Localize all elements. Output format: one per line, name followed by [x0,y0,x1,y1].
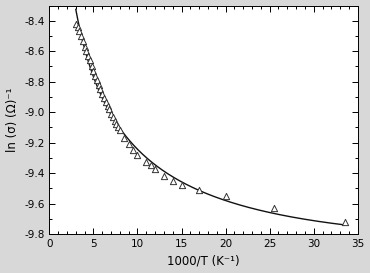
Point [85,54,91,58]
Point [90,69,96,73]
Point [105,104,111,108]
Point [106,107,112,111]
Point [143,160,149,165]
Point [271,206,277,210]
Point [99,92,105,96]
Point [121,136,127,140]
Point [110,115,116,119]
Point [83,49,89,54]
Point [80,38,86,43]
Point [135,153,141,157]
Point [161,174,167,178]
Point [94,78,100,82]
Point [76,29,82,34]
Point [89,64,95,69]
Point [179,183,185,188]
Point [170,179,176,183]
Point [196,188,202,192]
Point [342,220,347,224]
Point [82,44,88,49]
Point [126,142,132,146]
Point [75,25,81,29]
Point [78,34,84,38]
X-axis label: 1000/T (K⁻¹): 1000/T (K⁻¹) [167,254,240,268]
Point [117,128,123,133]
Point [113,122,119,127]
Point [96,82,102,87]
Point [73,22,79,26]
Point [103,99,109,104]
Point [87,58,93,63]
Y-axis label: ln (σ) (Ω)⁻¹: ln (σ) (Ω)⁻¹ [6,88,18,152]
Point [148,163,154,168]
Point [223,194,229,198]
Point [130,148,136,152]
Point [115,125,121,130]
Point [108,111,114,116]
Point [92,73,98,78]
Point [101,96,107,101]
Point [152,166,158,171]
Point [112,119,118,123]
Point [98,87,104,91]
